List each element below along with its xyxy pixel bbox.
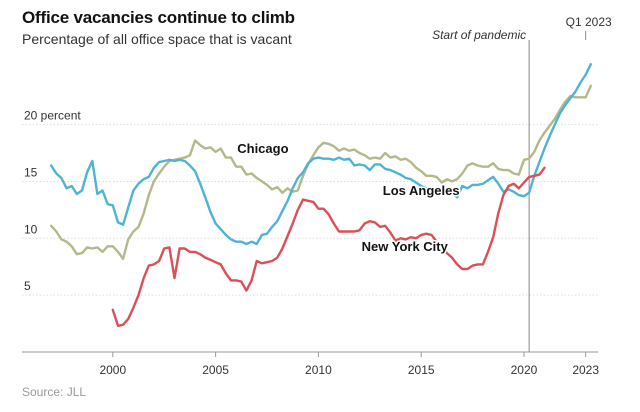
new-york-city-line xyxy=(111,166,546,327)
y-tick-label: 15 xyxy=(24,165,38,179)
x-axis-ticks: 2000 2005 2010 2015 2020 2023 xyxy=(99,352,599,377)
y-tick-label: 10 xyxy=(24,222,38,236)
y-tick-label: 20 percent xyxy=(24,109,81,123)
series-lines xyxy=(49,63,592,327)
los-angeles-label: Los Angeles xyxy=(383,183,460,198)
chart-title: Office vacancies continue to climb xyxy=(22,8,295,27)
y-axis-ticks: 5 10 15 20 percent xyxy=(24,109,81,294)
chicago-line xyxy=(49,84,592,260)
y-tick-label: 5 xyxy=(24,279,31,293)
x-tick-label: 2005 xyxy=(202,363,229,377)
x-tick-label: 2000 xyxy=(99,363,126,377)
x-tick-label: 2010 xyxy=(305,363,332,377)
series-labels: Chicago Los Angeles New York City xyxy=(236,140,461,256)
new-york-city-label: New York City xyxy=(362,239,449,254)
source-note: Source: JLL xyxy=(22,385,87,399)
chart-subtitle: Percentage of all office space that is v… xyxy=(22,31,292,47)
los-angeles-line xyxy=(49,63,592,246)
latest-quarter-annotation: Q1 2023 xyxy=(566,15,612,29)
x-tick-label: 2015 xyxy=(408,363,435,377)
pandemic-annotation: Start of pandemic xyxy=(432,28,526,42)
gridlines xyxy=(22,124,598,353)
annotations: Start of pandemic Q1 2023 xyxy=(432,15,612,352)
x-tick-label: 2023 xyxy=(572,363,599,377)
x-tick-label: 2020 xyxy=(511,363,538,377)
chicago-label: Chicago xyxy=(237,141,288,156)
